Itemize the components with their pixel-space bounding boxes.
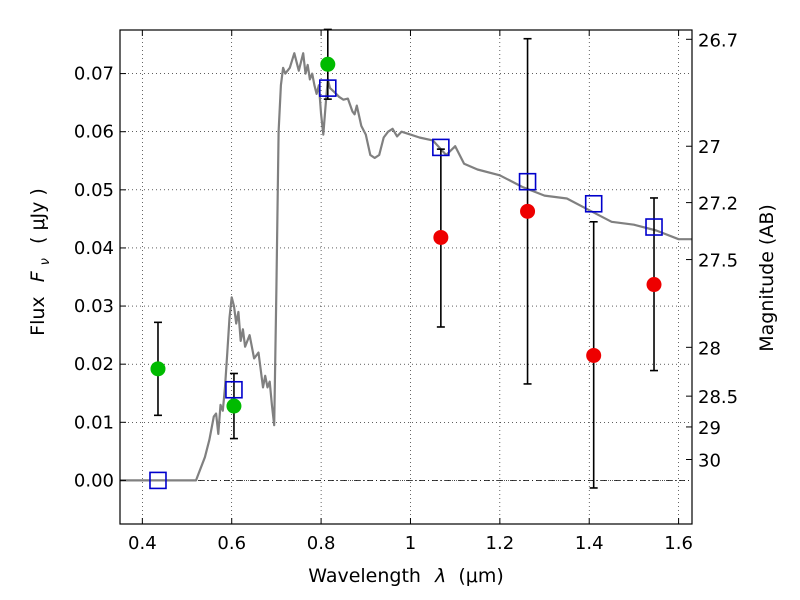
y-tick-label: 0.01 <box>74 412 114 433</box>
mag-tick-label: 27.2 <box>698 194 738 215</box>
y-axis-label-subscript: ν <box>38 258 53 265</box>
y2-axis-label: Magnitude (AB) <box>756 204 778 352</box>
data-point-circle <box>226 398 242 414</box>
mag-tick-label: 27.5 <box>698 251 738 272</box>
data-point-square <box>432 138 450 157</box>
axis-ticks: 0.4 0.6 0.8 1 1.2 1.4 1.6 0.00 0.01 0.02 0.03 0.04 0… <box>74 30 738 554</box>
x-tick-label: 0.4 <box>128 533 157 554</box>
mag-tick-label: 30 <box>698 450 721 471</box>
x-tick-label: 1 <box>405 533 416 554</box>
x-axis-label-symbol: λ <box>434 565 446 587</box>
data-point-square <box>149 471 167 490</box>
y-tick-label: 0.05 <box>74 180 114 201</box>
plot-frame <box>119 29 693 525</box>
data-point-circle <box>646 277 662 293</box>
data-point-circle <box>586 347 602 363</box>
y-tick-label: 0.07 <box>74 64 114 85</box>
x-axis-label: Wavelength λ (μm) <box>308 565 503 587</box>
y-axis-label-symbol: F <box>27 270 49 282</box>
data-point-square <box>645 218 663 236</box>
mag-tick-label: 28 <box>698 338 721 359</box>
x-tick-label: 1.2 <box>486 533 515 554</box>
data-point-square <box>518 172 537 191</box>
data-point-square <box>225 380 243 399</box>
data-point-circle <box>520 203 536 219</box>
x-axis-label-unit: (μm) <box>458 565 503 587</box>
spectrum-line <box>120 52 692 482</box>
mag-tick-label: 27 <box>698 137 721 158</box>
y-tick-label: 0.02 <box>74 354 114 375</box>
data-point-square <box>584 194 603 213</box>
x-tick-label: 0.6 <box>217 533 246 554</box>
data-point-circle <box>150 361 166 377</box>
y-axis-label-unit: ( μJy ) <box>27 188 49 244</box>
mag-tick-label: 29 <box>698 418 721 439</box>
x-tick-label: 1.4 <box>575 533 604 554</box>
y-axis-label-text: Flux <box>27 296 49 336</box>
data-point-circle <box>320 56 336 72</box>
y-tick-label: 0.04 <box>74 238 114 259</box>
data-point-square <box>318 79 337 97</box>
mag-tick-label: 26.7 <box>698 30 738 51</box>
y-axis-label: Flux F ν ( μJy ) <box>27 188 54 336</box>
y-tick-label: 0.06 <box>74 122 114 143</box>
y-tick-label: 0.00 <box>74 470 114 491</box>
y-tick-label: 0.03 <box>74 296 114 317</box>
x-axis-label-text: Wavelength <box>308 565 421 587</box>
mag-tick-label: 28.5 <box>698 387 738 408</box>
x-tick-label: 1.6 <box>664 533 693 554</box>
data-markers <box>149 56 663 490</box>
data-point-circle <box>433 229 449 245</box>
x-tick-label: 0.8 <box>307 533 336 554</box>
grid-lines <box>120 30 692 524</box>
model-spectrum <box>120 52 692 482</box>
